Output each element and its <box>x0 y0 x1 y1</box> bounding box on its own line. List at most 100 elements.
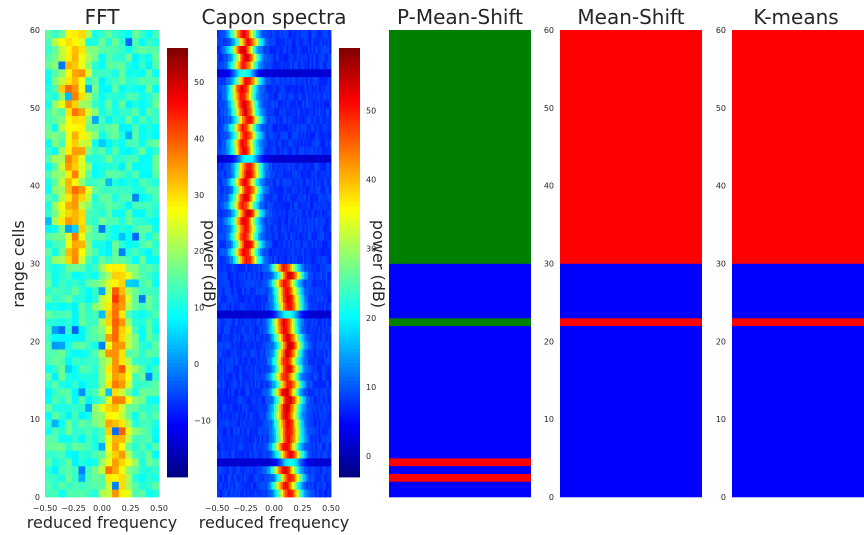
heat-cell <box>318 247 321 257</box>
heat-cell <box>112 349 120 358</box>
heat-cell <box>71 201 79 210</box>
heat-cell <box>293 201 296 210</box>
heat-cell <box>275 364 278 373</box>
heat-cell <box>261 154 264 163</box>
heat-cell <box>306 434 309 443</box>
heat-cell <box>274 247 277 257</box>
heat-cell <box>250 434 254 443</box>
heat-cell <box>78 458 86 467</box>
heat-cell <box>325 170 328 179</box>
heat-cell <box>220 209 223 218</box>
heat-cell <box>245 426 248 436</box>
heat-cell <box>259 325 262 334</box>
heat-cell <box>261 481 264 490</box>
heat-cell <box>152 310 160 319</box>
heat-cell <box>233 131 236 140</box>
heat-cell <box>249 45 252 54</box>
heat-cell <box>300 310 303 319</box>
heat-cell <box>152 201 160 210</box>
heat-cell <box>265 434 268 443</box>
heat-cell <box>217 380 220 389</box>
heat-cell <box>309 426 312 436</box>
heat-cell <box>231 279 234 288</box>
heat-cell <box>229 349 232 358</box>
heat-cell <box>297 489 300 498</box>
heat-cell <box>284 279 287 288</box>
heat-cell <box>297 356 300 366</box>
heat-cell <box>236 380 239 389</box>
colorbar-step <box>167 416 188 421</box>
heat-cell <box>224 356 227 366</box>
heat-cell <box>318 131 321 140</box>
heat-cell <box>112 92 120 101</box>
heat-cell <box>243 333 246 342</box>
heat-cell <box>288 271 291 280</box>
heat-cell <box>245 380 248 389</box>
heat-cell <box>314 310 318 319</box>
heat-cell <box>257 426 261 436</box>
colorbar-step <box>167 469 188 474</box>
heat-cell <box>263 403 266 412</box>
heat-cell <box>227 263 230 272</box>
heat-cell <box>243 395 246 404</box>
heat-cell <box>306 232 309 241</box>
heat-cell <box>259 154 262 163</box>
heat-cell <box>322 388 325 397</box>
heat-cell <box>256 341 259 350</box>
heat-cell <box>236 426 239 436</box>
heat-cell <box>279 162 282 171</box>
heat-cell <box>295 138 298 148</box>
heat-cell <box>281 380 284 389</box>
heat-cell <box>145 224 153 233</box>
heat-cell <box>236 37 239 46</box>
heat-cell <box>322 216 325 225</box>
heat-cell <box>125 107 133 117</box>
heat-cell <box>261 325 264 334</box>
heat-cell <box>125 473 133 482</box>
heat-cell <box>277 481 280 490</box>
heat-cell <box>329 380 332 389</box>
heat-cell <box>227 53 230 62</box>
heat-cell <box>45 170 53 179</box>
heat-cell <box>249 76 252 85</box>
heat-cell <box>322 53 325 62</box>
heat-cell <box>274 100 277 109</box>
heat-cell <box>98 473 106 482</box>
heat-cell <box>45 380 53 389</box>
heat-cell <box>234 279 237 288</box>
heat-cell <box>217 92 220 101</box>
heat-cell <box>238 76 241 85</box>
heat-cell <box>238 473 241 482</box>
heat-cell <box>240 107 243 117</box>
heat-cell <box>220 403 223 412</box>
heat-cell <box>256 170 259 179</box>
heat-cell <box>243 84 246 93</box>
colorbar-step <box>167 73 188 77</box>
heat-cell <box>249 154 252 163</box>
heat-cell <box>241 37 245 46</box>
heat-cell <box>256 123 259 132</box>
heat-cell <box>295 489 298 498</box>
heat-cell <box>118 154 126 163</box>
heat-cell <box>302 302 305 311</box>
heat-cell <box>98 76 106 85</box>
colorbar-step <box>167 359 188 363</box>
heat-cell <box>318 37 321 46</box>
heat-cell <box>293 216 296 225</box>
colorbar-tick-label: 0 <box>194 360 199 369</box>
heat-cell <box>322 465 325 475</box>
heat-cell <box>249 380 252 389</box>
heat-cell <box>231 107 234 117</box>
heat-cell <box>318 209 321 218</box>
heat-cell <box>307 68 311 78</box>
heat-cell <box>233 232 236 241</box>
heat-cell <box>85 45 93 54</box>
heat-cell <box>281 388 284 397</box>
heat-cell <box>297 45 300 54</box>
heat-cell <box>320 45 323 54</box>
heat-cell <box>71 209 79 218</box>
heat-cell <box>284 45 287 54</box>
heat-cell <box>318 107 321 117</box>
heat-cell <box>300 372 303 381</box>
heat-cell <box>314 302 318 311</box>
